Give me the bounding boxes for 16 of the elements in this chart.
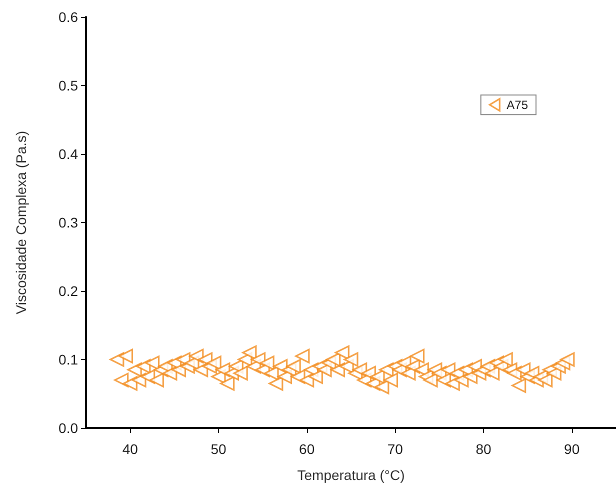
y-tick-label: 0.2: [58, 283, 78, 299]
x-tick-label: 40: [122, 441, 138, 457]
y-tick-label: 0.3: [58, 214, 78, 230]
y-tick-label: 0.0: [58, 420, 78, 436]
x-tick-label: 60: [299, 441, 315, 457]
y-tick-label: 0.4: [58, 146, 78, 162]
y-axis-title: Viscosidade Complexa (Pa.s): [13, 130, 29, 314]
y-tick-label: 0.6: [58, 9, 78, 25]
x-tick-label: 50: [210, 441, 226, 457]
x-tick-label: 70: [387, 441, 404, 457]
x-tick-label: 80: [476, 441, 492, 457]
y-tick-label: 0.1: [58, 352, 78, 368]
y-tick-label: 0.5: [58, 78, 78, 94]
x-axis-title: Temperatura (°C): [297, 467, 405, 483]
x-tick-label: 90: [564, 441, 580, 457]
legend-label: A75: [506, 98, 528, 112]
